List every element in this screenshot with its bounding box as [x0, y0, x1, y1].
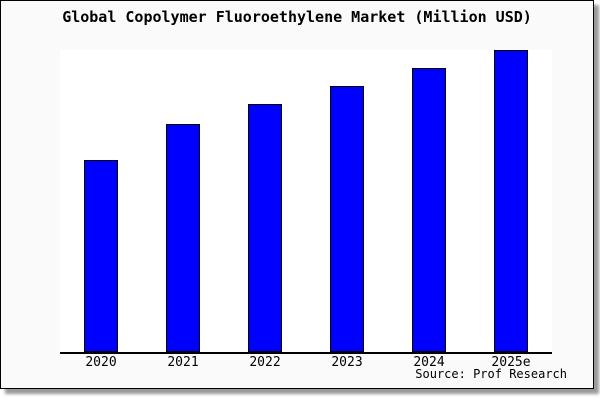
bar-2023	[330, 85, 364, 352]
bar-slot-2024	[388, 50, 470, 352]
plot-area	[60, 49, 552, 354]
x-tick-label-2020: 2020	[85, 355, 117, 370]
bar-2024	[412, 67, 446, 352]
x-tick-label-2022: 2022	[249, 355, 281, 370]
x-axis-labels: 2020 2021 2022 2023 2024 2025e	[60, 355, 552, 370]
chart-title: Global Copolymer Fluoroethylene Market (…	[62, 8, 532, 26]
bar-slot-2020	[60, 50, 142, 352]
bar-2022	[248, 103, 282, 352]
bars	[60, 49, 552, 352]
bar-2020	[84, 159, 118, 352]
x-tick-label-2021: 2021	[167, 355, 199, 370]
x-tick-label-2023: 2023	[331, 355, 363, 370]
bar-2025e	[494, 49, 528, 352]
bar-slot-2021	[142, 50, 224, 352]
bar-slot-2023	[306, 50, 388, 352]
bar-slot-2025e	[470, 49, 552, 352]
x-tick-label-2025e: 2025e	[491, 355, 531, 370]
chart-frame: Global Copolymer Fluoroethylene Market (…	[0, 0, 594, 389]
bar-2021	[166, 123, 200, 352]
source-text: Source: Prof Research	[415, 367, 567, 381]
x-tick-label-2024: 2024	[413, 355, 445, 370]
bar-slot-2022	[224, 50, 306, 352]
